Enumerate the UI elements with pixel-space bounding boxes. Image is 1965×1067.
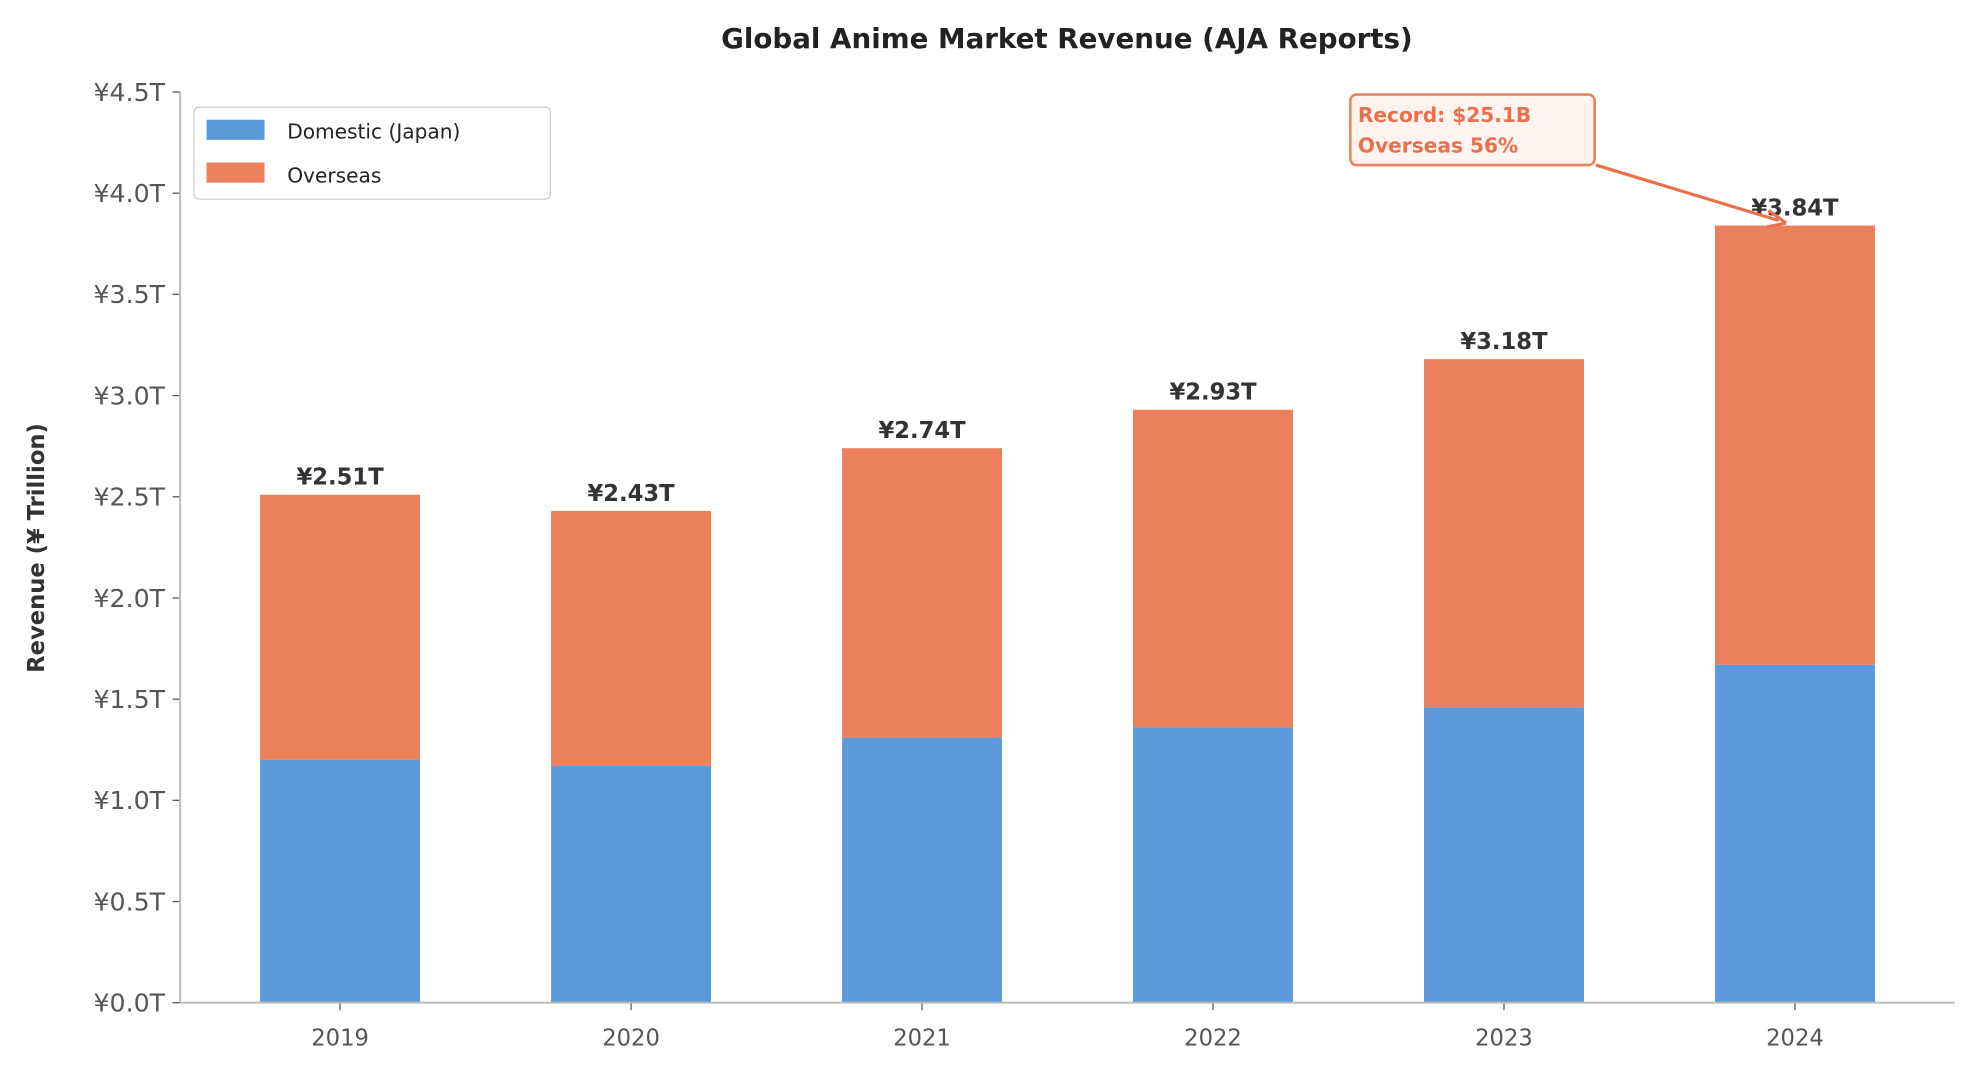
legend: Domestic (Japan) Overseas xyxy=(193,106,552,200)
legend-swatch-domestic xyxy=(206,119,265,140)
x-tick-label: 2020 xyxy=(602,1026,660,1052)
bar-domestic-2020 xyxy=(551,765,712,1003)
y-tick-label: ¥0.5T xyxy=(94,887,166,916)
bar-overseas-2019 xyxy=(260,494,421,760)
x-tick-label: 2022 xyxy=(1184,1026,1242,1052)
total-label: ¥3.18T xyxy=(1460,329,1548,355)
bar-overseas-2020 xyxy=(551,510,712,766)
y-tick-label: ¥2.0T xyxy=(94,584,166,613)
bar-overseas-2024 xyxy=(1714,225,1875,665)
bar-domestic-2024 xyxy=(1714,664,1875,1003)
legend-swatch-overseas xyxy=(206,162,265,183)
y-axis-label: Revenue (¥ Trillion) xyxy=(24,423,50,673)
bar-domestic-2023 xyxy=(1423,707,1584,1003)
x-tick-label: 2023 xyxy=(1475,1026,1533,1052)
bar-domestic-2021 xyxy=(842,737,1003,1003)
x-tick-label: 2021 xyxy=(893,1026,951,1052)
bar-overseas-2021 xyxy=(842,448,1003,738)
annotation-line-2: Overseas 56% xyxy=(1358,133,1518,157)
bar-domestic-2019 xyxy=(260,759,421,1003)
annotation: Record: $25.1B Overseas 56% xyxy=(1349,93,1788,229)
legend-label-overseas: Overseas xyxy=(287,164,381,188)
total-label: ¥2.93T xyxy=(1169,380,1257,406)
annotation-arrowhead xyxy=(1766,209,1788,229)
bar-overseas-2023 xyxy=(1423,359,1584,708)
bar-domestic-2022 xyxy=(1133,727,1293,1003)
x-tick-label: 2024 xyxy=(1766,1026,1824,1052)
legend-label-domestic: Domestic (Japan) xyxy=(287,120,460,144)
total-label: ¥2.51T xyxy=(297,465,385,491)
y-tick-label: ¥4.5T xyxy=(94,78,166,107)
y-tick-label: ¥4.0T xyxy=(94,179,166,208)
chart-title: Global Anime Market Revenue (AJA Reports… xyxy=(721,22,1413,55)
y-tick-label: ¥1.0T xyxy=(94,786,166,815)
annotation-arrow xyxy=(1595,163,1780,222)
y-tick-label: ¥3.0T xyxy=(94,381,166,410)
y-tick-label: ¥0.0T xyxy=(94,989,166,1018)
total-label: ¥2.74T xyxy=(878,418,966,444)
x-tick-label: 2019 xyxy=(311,1026,369,1052)
annotation-line-1: Record: $25.1B xyxy=(1358,103,1531,127)
y-tick-label: ¥1.5T xyxy=(94,685,166,714)
bar-overseas-2022 xyxy=(1133,409,1293,728)
total-label: ¥2.43T xyxy=(588,481,676,507)
y-tick-label: ¥2.5T xyxy=(94,483,166,512)
y-tick-label: ¥3.5T xyxy=(94,280,166,309)
